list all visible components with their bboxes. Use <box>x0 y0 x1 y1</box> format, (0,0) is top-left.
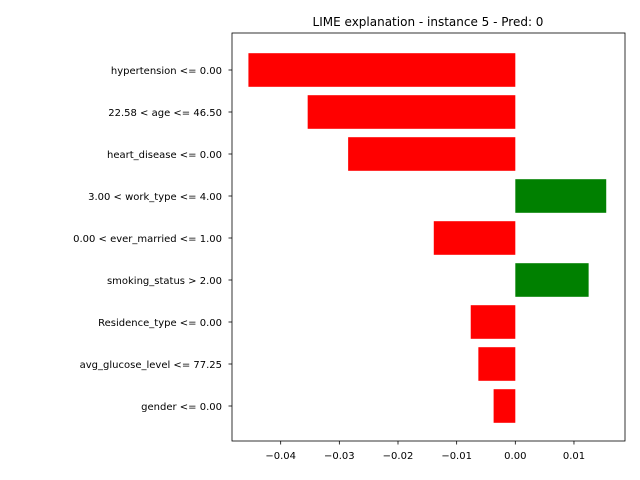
y-tick-label-1: 22.58 < age <= 46.50 <box>108 108 222 119</box>
bar-0 <box>248 53 516 87</box>
bar-7 <box>478 347 516 381</box>
bar-1 <box>307 95 516 129</box>
plot-frame <box>231 32 626 442</box>
y-tick-label-3: 3.00 < work_type <= 4.00 <box>88 192 222 203</box>
bar-8 <box>493 389 516 423</box>
x-tick-label-4: 0.00 <box>504 451 526 462</box>
y-tick-label-0: hypertension <= 0.00 <box>111 66 222 77</box>
x-tick-label-3: −0.01 <box>441 451 472 462</box>
y-tick-labels-group: hypertension <= 0.00 22.58 < age <= 46.50… <box>73 66 232 413</box>
x-tick-label-5: 0.01 <box>563 451 585 462</box>
bar-3 <box>515 179 607 213</box>
bar-6 <box>470 305 516 339</box>
y-tick-label-2: heart_disease <= 0.00 <box>107 150 222 161</box>
x-tick-label-0: −0.04 <box>265 451 296 462</box>
y-tick-label-8: gender <= 0.00 <box>141 402 222 413</box>
x-axis-group: −0.04 −0.03 −0.02 −0.01 0.00 0.01 <box>265 441 585 462</box>
y-tick-label-7: avg_glucose_level <= 77.25 <box>80 360 222 371</box>
x-tick-label-1: −0.03 <box>324 451 355 462</box>
y-tick-label-5: smoking_status > 2.00 <box>107 276 222 287</box>
bar-2 <box>348 137 516 171</box>
bars-group <box>248 53 607 423</box>
bar-4 <box>433 221 516 255</box>
x-tick-label-2: −0.02 <box>383 451 414 462</box>
y-tick-label-4: 0.00 < ever_married <= 1.00 <box>73 234 222 245</box>
bar-5 <box>515 263 589 297</box>
y-tick-label-6: Residence_type <= 0.00 <box>98 318 222 329</box>
chart-title: LIME explanation - instance 5 - Pred: 0 <box>313 15 544 29</box>
